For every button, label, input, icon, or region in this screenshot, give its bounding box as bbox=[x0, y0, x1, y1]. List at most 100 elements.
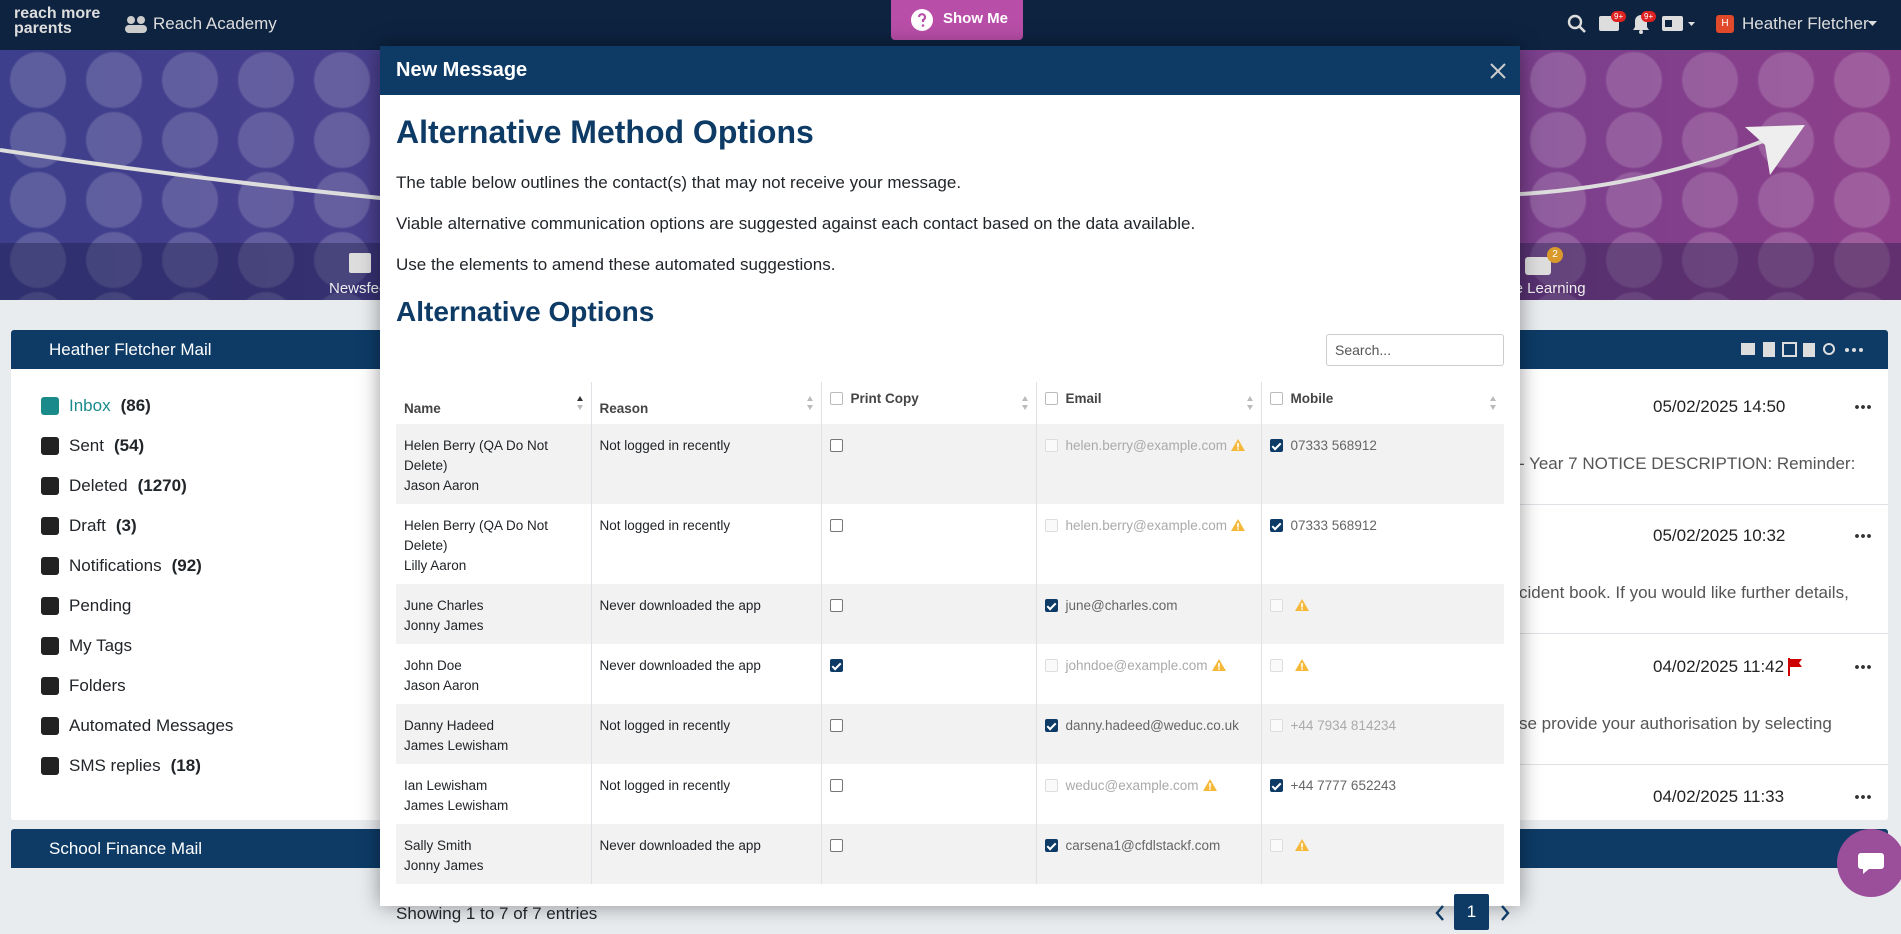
search-icon[interactable] bbox=[1567, 14, 1587, 34]
next-page[interactable] bbox=[1499, 904, 1511, 922]
checkbox[interactable] bbox=[829, 779, 843, 792]
reason-cell: Never downloaded the app bbox=[591, 584, 822, 644]
column-header[interactable]: Mobile bbox=[1261, 382, 1504, 424]
checkbox[interactable] bbox=[1269, 779, 1283, 792]
email-value: weduc@example.com bbox=[1065, 778, 1199, 793]
show-me-button[interactable]: Show Me bbox=[891, 0, 1023, 40]
email-cell: june@charles.com bbox=[1036, 584, 1262, 644]
folder[interactable]: SMS replies (18) bbox=[41, 751, 201, 781]
checkbox[interactable] bbox=[829, 839, 843, 852]
message-menu[interactable] bbox=[1854, 795, 1872, 799]
checkbox[interactable] bbox=[829, 439, 843, 452]
message-menu[interactable] bbox=[1854, 405, 1872, 409]
checkbox[interactable] bbox=[1044, 599, 1058, 612]
table-footer: Showing 1 to 7 of 7 entries 1 bbox=[396, 884, 1510, 934]
name-cell: June Charles Jonny James bbox=[396, 584, 592, 644]
reason-cell: Not logged in recently bbox=[591, 504, 822, 584]
mobile-cell: 07333 568912 bbox=[1261, 424, 1504, 504]
checkbox bbox=[1044, 659, 1058, 672]
print-cell bbox=[821, 424, 1037, 504]
checkbox[interactable] bbox=[1044, 392, 1058, 405]
newsfeed-icon bbox=[349, 253, 371, 273]
email-value: helen.berry@example.com bbox=[1065, 438, 1228, 453]
folder-icon bbox=[41, 757, 59, 775]
logo[interactable]: reach more parents bbox=[14, 5, 101, 37]
message-menu[interactable] bbox=[1854, 665, 1872, 669]
folder[interactable]: Draft (3) bbox=[41, 511, 137, 541]
contact-name: Helen Berry (QA Do Not Delete) bbox=[404, 438, 549, 473]
folder[interactable]: My Tags bbox=[41, 631, 132, 661]
chat-button[interactable] bbox=[1837, 829, 1901, 897]
logo-line: reach more bbox=[14, 5, 101, 22]
paragraph: Viable alternative communication options… bbox=[396, 214, 1196, 233]
school-name[interactable]: Reach Academy bbox=[153, 14, 277, 33]
avatar[interactable]: H bbox=[1716, 15, 1734, 33]
table-row: John Doe Jason Aaron Never downloaded the … bbox=[396, 644, 1504, 704]
learning-icon bbox=[1525, 257, 1551, 275]
checkbox[interactable] bbox=[829, 719, 843, 732]
mail-toolbar[interactable] bbox=[1741, 342, 1871, 358]
checkbox[interactable] bbox=[829, 659, 843, 672]
nav-item[interactable]: Newsfeed bbox=[329, 280, 396, 297]
folder[interactable]: Notifications (92) bbox=[41, 551, 202, 581]
folder-icon bbox=[41, 717, 59, 735]
warning-icon bbox=[1294, 659, 1309, 671]
contact-name: Jason Aaron bbox=[404, 478, 480, 493]
checkbox[interactable] bbox=[829, 392, 843, 405]
folder-icon bbox=[41, 397, 59, 415]
email-cell: helen.berry@example.com bbox=[1036, 504, 1262, 584]
section-title: Alternative Options bbox=[396, 296, 655, 327]
body: reach more parents Reach Academy Show Me… bbox=[0, 0, 1901, 897]
modal-body: Alternative Method Options The table bel… bbox=[380, 114, 1520, 934]
folder-label: Automated Messages bbox=[69, 716, 234, 735]
folder[interactable]: Sent (54) bbox=[41, 431, 144, 461]
page: New Message {"topbar": {"logo": ["reach … bbox=[0, 0, 1901, 897]
page-button[interactable]: 1 bbox=[1454, 894, 1489, 930]
checkbox[interactable] bbox=[829, 599, 843, 612]
folder[interactable]: Inbox (86) bbox=[41, 391, 151, 421]
checkbox bbox=[1269, 719, 1283, 732]
modal: New Message Alternative Method Options T… bbox=[380, 46, 1520, 930]
contact-name: Jonny James bbox=[404, 618, 484, 633]
folder-label: Sent bbox=[69, 436, 104, 455]
mobile-cell bbox=[1261, 644, 1504, 704]
search-input[interactable]: Search... bbox=[1326, 334, 1504, 366]
checkbox[interactable] bbox=[1269, 439, 1283, 452]
print-cell bbox=[821, 584, 1037, 644]
divider bbox=[1501, 504, 1888, 505]
column-header[interactable]: Name bbox=[396, 382, 592, 424]
email-cell: helen.berry@example.com bbox=[1036, 424, 1262, 504]
table-row: Danny Hadeed James Lewisham Not logged in … bbox=[396, 704, 1504, 764]
checkbox[interactable] bbox=[1269, 392, 1283, 405]
folder[interactable]: Deleted (1270) bbox=[41, 471, 187, 501]
column-header[interactable]: Print Copy bbox=[821, 382, 1037, 424]
column-header[interactable]: Reason bbox=[591, 382, 822, 424]
folder-label: Pending bbox=[69, 596, 132, 615]
table-toolbar: Search... bbox=[396, 328, 1504, 382]
id-card-menu[interactable] bbox=[1662, 16, 1696, 32]
prev-page[interactable] bbox=[1434, 904, 1446, 922]
checkbox[interactable] bbox=[1269, 519, 1283, 532]
contact-name: Helen Berry (QA Do Not Delete) bbox=[404, 518, 549, 553]
checkbox[interactable] bbox=[829, 519, 843, 532]
folder[interactable]: Folders bbox=[41, 671, 126, 701]
message-snippet: cident book. If you would like further d… bbox=[1519, 583, 1849, 602]
warning-icon bbox=[1231, 519, 1246, 531]
name-cell: Ian Lewisham James Lewisham bbox=[396, 764, 592, 824]
contact-name: Sally Smith bbox=[404, 838, 472, 853]
message-menu[interactable] bbox=[1854, 534, 1872, 538]
checkbox bbox=[1269, 599, 1283, 612]
column-label: Name bbox=[404, 401, 441, 416]
user-name[interactable]: Heather Fletcher bbox=[1742, 14, 1869, 33]
bell-badge: 9+ bbox=[1641, 11, 1657, 22]
folder[interactable]: Automated Messages bbox=[41, 711, 233, 741]
name-cell: Helen Berry (QA Do Not Delete) Lilly Aaro… bbox=[396, 504, 592, 584]
close-button[interactable] bbox=[1490, 63, 1506, 79]
checkbox[interactable] bbox=[1044, 839, 1058, 852]
modal-header: New Message bbox=[380, 46, 1520, 95]
folder-label: Notifications bbox=[69, 556, 162, 575]
folder[interactable]: Pending bbox=[41, 591, 131, 621]
column-header[interactable]: Email bbox=[1036, 382, 1262, 424]
checkbox[interactable] bbox=[1044, 719, 1058, 732]
sort-indicator bbox=[806, 396, 813, 410]
